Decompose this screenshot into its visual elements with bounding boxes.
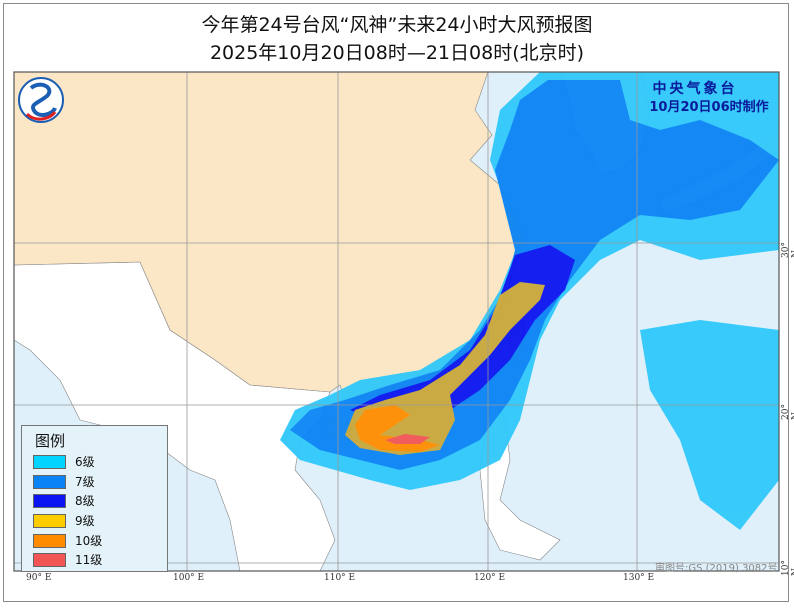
lon-label: 90° E — [26, 573, 52, 583]
lon-label: 120° E — [474, 573, 506, 583]
lon-label: 100° E — [173, 573, 205, 583]
issue-time: 10月20日06时制作 — [649, 100, 769, 115]
wind-zone-11 — [385, 434, 430, 444]
legend-swatch — [33, 455, 66, 469]
legend-label: 7级 — [75, 475, 95, 489]
lon-label: 130° E — [623, 573, 655, 583]
legend-swatch — [33, 514, 66, 528]
lat-label: 30° N — [781, 242, 794, 258]
legend-swatch — [33, 553, 66, 567]
figure-border — [3, 3, 789, 602]
legend-title: 图例 — [35, 432, 66, 450]
agency-name: 中央气象台 — [652, 81, 738, 97]
map-frame — [13, 71, 780, 572]
legend-swatch — [33, 534, 66, 548]
legend: 图例 6级 7级 8级 9级 10级 11级 — [21, 425, 168, 572]
legend-label: 10级 — [75, 534, 103, 548]
lon-label: 110° E — [324, 573, 356, 583]
wind-zone-6-east — [640, 320, 779, 530]
legend-label: 11级 — [75, 553, 103, 567]
map-approval-number: 审图号:GS (2019) 3082号 — [655, 563, 778, 574]
legend-swatch — [33, 475, 66, 489]
lat-label: 20° N — [781, 404, 794, 420]
lat-label: 10° N — [781, 560, 794, 576]
map-subtitle: 2025年10月20日08时—21日08时(北京时) — [209, 42, 585, 64]
cma-logo — [18, 77, 64, 123]
legend-swatch — [33, 494, 66, 508]
legend-label: 6级 — [75, 455, 95, 469]
legend-label: 9级 — [75, 514, 95, 528]
legend-label: 8级 — [75, 494, 95, 508]
map-title: 今年第24号台风“风神”未来24小时大风预报图 — [201, 14, 593, 36]
